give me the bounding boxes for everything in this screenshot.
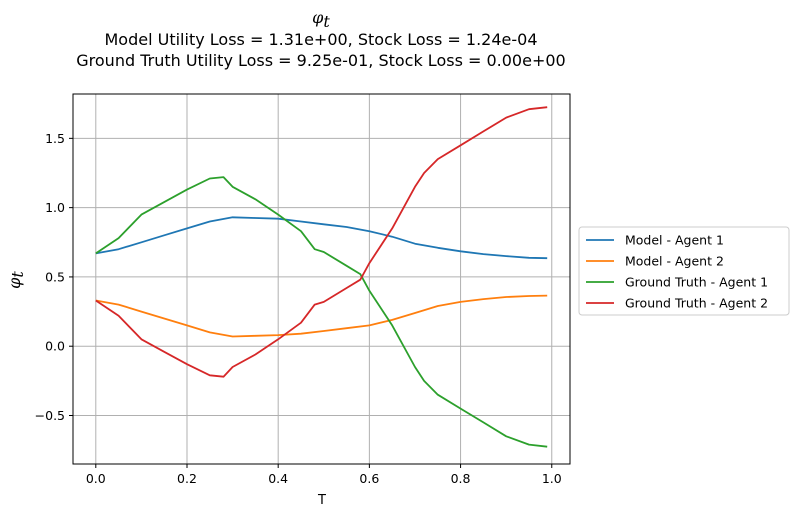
- series-line-model-agent-1: [95, 216, 548, 260]
- y-tick-label: 1.0: [45, 200, 65, 215]
- legend-box: [578, 226, 790, 316]
- title-line-1: Model Utility Loss = 1.31e+00, Stock Los…: [105, 30, 538, 49]
- title-symbol-line: φt: [312, 8, 330, 31]
- y-tick-label: 1.5: [45, 131, 65, 146]
- legend-label-model-agent-2: Model - Agent 2: [625, 254, 724, 269]
- title-line-2: Ground Truth Utility Loss = 9.25e-01, St…: [76, 51, 565, 70]
- y-axis-label-subscript: t: [8, 271, 27, 278]
- x-tick-label: 0.6: [359, 471, 379, 486]
- series-lines: [95, 106, 548, 448]
- x-tick-label: 0.4: [268, 471, 288, 486]
- legend-label-ground-truth-agent-2: Ground Truth - Agent 2: [625, 296, 768, 311]
- series-line-model-agent-2: [95, 294, 548, 338]
- x-axis-ticks: 0.0 0.2 0.4 0.6 0.8 1.0: [86, 464, 562, 486]
- y-axis-label: φt: [5, 271, 27, 289]
- chart-title: φt Model Utility Loss = 1.31e+00, Stock …: [76, 8, 565, 70]
- series-line-ground-truth-agent-2: [95, 106, 548, 378]
- x-axis-label: T: [317, 493, 326, 508]
- x-tick-label: 1.0: [542, 471, 562, 486]
- title-subscript: t: [323, 12, 330, 31]
- legend-label-model-agent-1: Model - Agent 1: [625, 233, 724, 248]
- grid-lines: [73, 94, 570, 464]
- y-axis-ticks: −0.5 0.0 0.5 1.0 1.5: [35, 131, 73, 423]
- title-symbol: φ: [312, 8, 324, 27]
- y-tick-label: −0.5: [35, 408, 65, 423]
- legend-label-ground-truth-agent-1: Ground Truth - Agent 1: [625, 275, 768, 290]
- series-line-ground-truth-agent-1: [95, 176, 548, 448]
- y-tick-label: 0.5: [45, 269, 65, 284]
- x-tick-label: 0.8: [451, 471, 471, 486]
- legend: Model - Agent 1 Model - Agent 2 Ground Tru…: [578, 226, 790, 316]
- x-tick-label: 0.0: [86, 471, 106, 486]
- x-tick-label: 0.2: [177, 471, 197, 486]
- plot-frame: [72, 93, 571, 465]
- y-tick-label: 0.0: [45, 339, 65, 354]
- y-axis-label-symbol: φ: [5, 277, 24, 289]
